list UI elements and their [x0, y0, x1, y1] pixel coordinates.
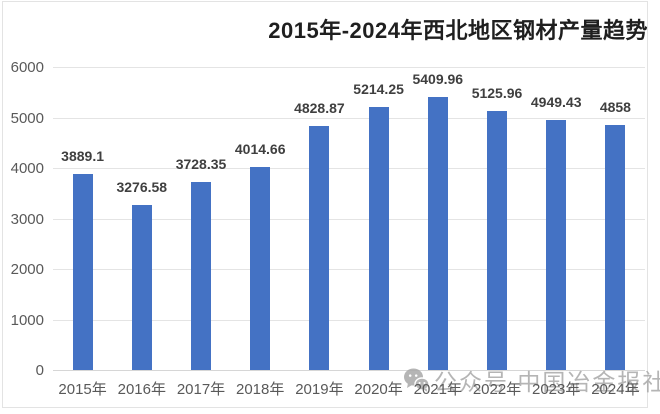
bar — [131, 204, 152, 370]
y-tick-label: 1000 — [10, 311, 44, 329]
bar — [427, 96, 448, 370]
bar-value-label: 4858 — [599, 98, 631, 115]
bar-value-label: 3889.1 — [61, 147, 104, 164]
bar-value-label: 3276.58 — [116, 178, 168, 195]
x-tick-label: 2018年 — [236, 381, 285, 398]
gridline — [53, 319, 645, 321]
bar — [309, 126, 330, 370]
x-tick-label: 2015年 — [58, 381, 107, 398]
x-tick-label: 2024年 — [591, 381, 640, 398]
gridline — [53, 168, 645, 169]
bar-value-label: 5214.25 — [353, 80, 404, 97]
bar — [487, 111, 507, 370]
bar-value-label: 4014.66 — [234, 141, 286, 158]
chart-title: 2015年-2024年西北地区钢材产量趋势 — [268, 18, 648, 43]
x-tick-label: 2016年 — [117, 381, 166, 398]
y-tick-label: 0 — [35, 362, 44, 379]
x-tick-label: 2017年 — [176, 381, 226, 398]
y-tick-label: 3000 — [10, 210, 44, 228]
y-tick-label: 6000 — [10, 59, 44, 76]
bar — [191, 181, 211, 370]
y-tick-label: 2000 — [10, 261, 44, 278]
bar — [250, 167, 271, 370]
x-tick-label: 2022年 — [472, 381, 522, 398]
bar-value-label: 5409.96 — [412, 70, 464, 87]
bar-value-label: 4949.43 — [530, 94, 582, 111]
gridline — [53, 269, 645, 270]
x-tick-label: 2020年 — [354, 381, 403, 398]
x-tick-label: 2019年 — [295, 381, 344, 398]
gridline — [53, 218, 645, 220]
bar-value-label: 5125.96 — [471, 85, 523, 102]
bar-value-label: 3728.35 — [175, 155, 227, 172]
gridline — [53, 117, 645, 119]
y-tick-label: 5000 — [10, 109, 44, 127]
y-tick-label: 4000 — [10, 160, 44, 177]
bar-value-label: 4828.87 — [294, 100, 345, 117]
bar — [546, 120, 567, 370]
x-axis-line — [53, 370, 645, 371]
bar — [72, 173, 93, 370]
gridline — [53, 67, 645, 68]
bar — [368, 106, 389, 370]
x-tick-label: 2023年 — [532, 381, 581, 398]
bar — [605, 124, 626, 370]
